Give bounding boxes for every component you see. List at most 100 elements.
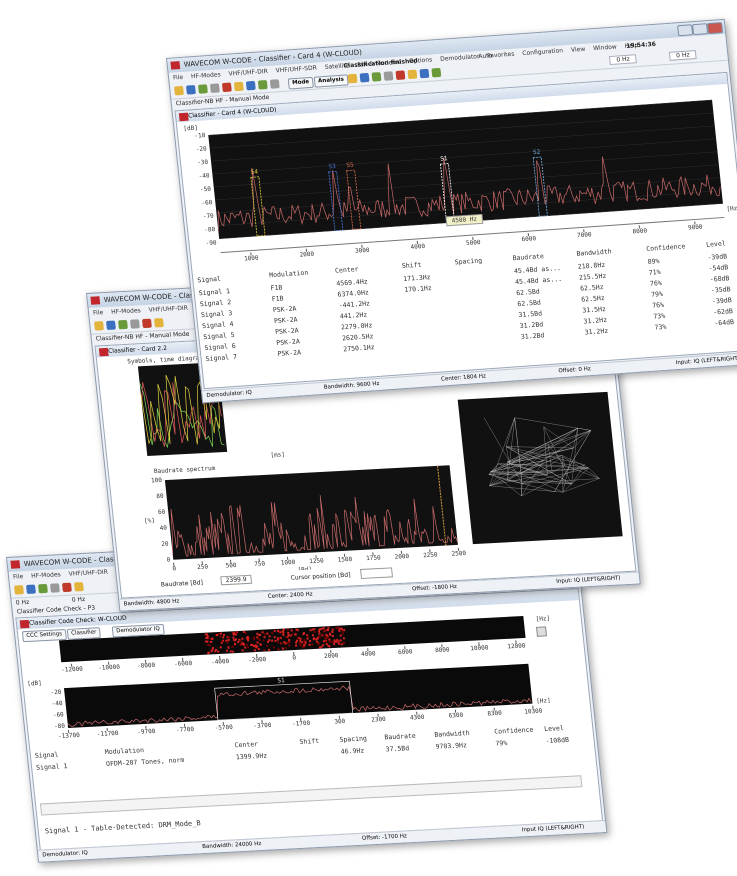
toolbar-icon[interactable] — [117, 319, 128, 330]
menu-item[interactable]: VHF/UHF-DIR — [228, 67, 269, 78]
constellation-line — [543, 460, 589, 469]
menu-item[interactable]: VHF/UHF-SDR — [275, 64, 318, 75]
signal-marker-label: S1 — [277, 677, 285, 684]
toolbar-icon[interactable] — [106, 320, 116, 330]
menu-item[interactable]: File — [92, 309, 104, 317]
table-cell: 215.5Hz — [578, 271, 607, 282]
toolbar-icon[interactable] — [347, 73, 358, 84]
x-tick-label: 2250 — [423, 551, 439, 559]
waterfall-cell — [322, 640, 325, 643]
table-cell: -441.2Hz — [338, 299, 371, 310]
toolbar-icon[interactable] — [371, 72, 382, 82]
toolbar-icon[interactable] — [141, 318, 152, 329]
waterfall-cell — [258, 638, 261, 641]
toolbar-icon[interactable] — [359, 72, 370, 83]
toolbar-icon[interactable] — [26, 584, 36, 594]
constellation-line — [509, 463, 548, 476]
menu-item[interactable]: HF-Modes — [110, 307, 142, 316]
toolbar-icon[interactable] — [185, 85, 196, 95]
constellation-line — [505, 417, 515, 447]
waterfall-cell — [311, 643, 314, 646]
toolbar-icon[interactable] — [49, 583, 60, 593]
waterfall-cell — [313, 630, 316, 633]
waterfall-cell — [311, 634, 315, 637]
toolbar-icon[interactable] — [153, 318, 164, 328]
constellation-line — [490, 427, 578, 472]
constellation-line — [489, 463, 510, 486]
toolbar-icon[interactable] — [129, 319, 140, 329]
menu-item[interactable]: Demodulator — [439, 53, 480, 63]
table-header: Confidence — [645, 242, 686, 253]
waterfall-cell — [229, 650, 232, 653]
toolbar-button[interactable]: Analysis — [313, 74, 349, 88]
waterfall-cell — [222, 636, 225, 639]
table-cell: 6374.0Hz — [337, 288, 370, 299]
table-cell: OFDM-207 Tones, norm — [105, 755, 185, 769]
waterfall-cell — [281, 630, 284, 633]
toolbar-icon[interactable] — [73, 582, 84, 592]
toolbar-icon[interactable] — [419, 68, 430, 79]
constellation-line — [509, 463, 572, 485]
toolbar-icon[interactable] — [37, 583, 48, 594]
waterfall-cell — [312, 637, 316, 640]
toolbar-icon[interactable] — [257, 80, 268, 90]
freq-field[interactable]: 0 Hz — [608, 54, 638, 66]
constellation-line — [507, 427, 578, 463]
table-cell: Signal 4 — [201, 319, 234, 331]
toolbar-icon[interactable] — [221, 82, 232, 93]
menu-item[interactable]: File — [12, 573, 24, 581]
table-cell: 2620.5Hz — [341, 332, 374, 343]
menu-item[interactable]: Configuration — [522, 47, 564, 58]
toolbar-icon[interactable] — [209, 83, 220, 93]
table-cell: Signal 7 — [205, 352, 238, 363]
menu-item[interactable]: HF-Modes — [190, 71, 222, 81]
menu-item[interactable]: HF-Modes — [30, 571, 62, 580]
toolbar-icon[interactable] — [407, 69, 418, 80]
waterfall-cell — [283, 641, 286, 644]
toolbar-icon[interactable] — [269, 79, 280, 89]
baudrate-field[interactable]: 2399.9 — [220, 574, 253, 586]
toolbar-icon[interactable] — [233, 81, 244, 92]
constellation-line — [490, 471, 522, 497]
toolbar-icon[interactable] — [197, 84, 208, 94]
waterfall-cell — [256, 637, 260, 640]
tab-button[interactable]: Classifier — [66, 627, 101, 640]
waterfall-cell — [268, 639, 271, 642]
waterfall-cell — [244, 646, 247, 649]
table-header: Modulation — [104, 746, 145, 757]
close-button[interactable] — [706, 22, 724, 35]
toolbar-icon[interactable] — [383, 71, 394, 81]
table-cell: 62.5Bd — [515, 287, 541, 298]
baudrate-label: Baudrate [Bd] — [160, 579, 204, 589]
toolbar-icon[interactable] — [61, 582, 72, 593]
constellation-line — [514, 417, 522, 474]
toolbar-icon[interactable] — [431, 67, 442, 78]
table-cell: Signal 3 — [200, 309, 233, 320]
toolbar-icon[interactable] — [174, 85, 184, 96]
y-tick-label: -90 — [205, 239, 217, 247]
menu-item[interactable]: VHF/UHF-DIR — [148, 304, 189, 314]
toolbar-icon[interactable] — [395, 70, 406, 80]
x-tick-label: 8000 — [632, 227, 648, 235]
toolbar-icon[interactable] — [245, 80, 256, 91]
cursor-field[interactable] — [360, 567, 394, 579]
constellation-line — [588, 467, 600, 479]
minimize-button[interactable] — [677, 24, 694, 37]
menu-item[interactable]: File — [172, 73, 184, 82]
x-unit: [Bd] — [297, 566, 312, 574]
waterfall-cell — [252, 638, 256, 641]
waterfall-cell — [318, 628, 321, 631]
toolbar-icon[interactable] — [14, 585, 24, 595]
menu-item[interactable]: View — [570, 45, 586, 54]
table-cell: -68dB — [709, 274, 730, 284]
tab-button[interactable]: CCC Settings — [21, 628, 67, 643]
menu-item[interactable]: VHF/UHF-DIR — [68, 568, 109, 578]
freq-field[interactable]: 0 Hz — [668, 50, 698, 61]
table-header: Level — [543, 724, 565, 734]
toolbar-button[interactable]: Mode — [287, 76, 314, 90]
waterfall-cell — [263, 649, 266, 652]
toolbar-icon[interactable] — [94, 321, 104, 331]
maximize-button[interactable] — [692, 23, 709, 36]
menu-item[interactable]: Window — [592, 43, 618, 53]
x-tick-label: -13700 — [58, 732, 81, 740]
